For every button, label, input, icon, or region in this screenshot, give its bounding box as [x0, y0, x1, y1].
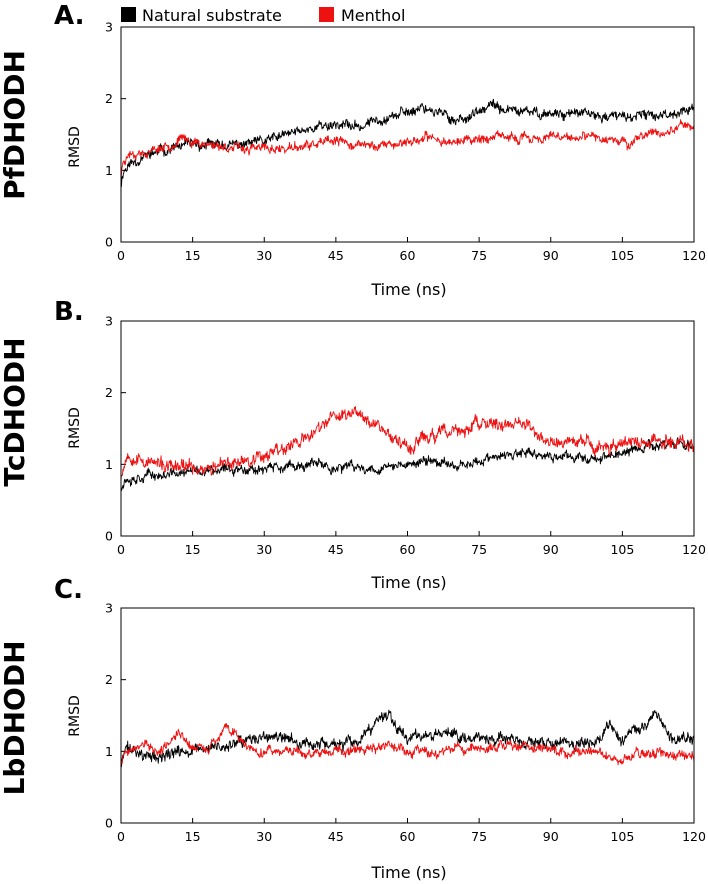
y-tick-label-a: 3: [105, 20, 113, 35]
legend-swatch-natural-substrate: [121, 7, 136, 22]
x-tick-label-a: 75: [471, 248, 487, 263]
x-tick-label-b: 45: [328, 542, 344, 557]
series-line-menthol-a: [120, 119, 695, 180]
x-tick-label-c: 75: [471, 829, 487, 844]
panel-a: A. PfDHODH RMSD Time (ns) 0 15 30 45 60 75 90 1…: [0, 1, 706, 299]
x-tick-label-c: 45: [328, 829, 344, 844]
protein-label-tcdhodh: TcDHODH: [0, 337, 31, 486]
x-tick-label-a: 120: [682, 248, 706, 263]
x-tick-label-a: 45: [328, 248, 344, 263]
x-tick-label-c: 120: [682, 829, 706, 844]
panel-c: C. LbDHODH RMSD Time (ns) 0 15 30 45 60 75 90 1…: [0, 575, 706, 882]
x-tick-label-a: 90: [543, 248, 559, 263]
x-tick-label-c: 30: [256, 829, 272, 844]
series-line-natural-substrate-b: [120, 437, 695, 491]
plot-frame-c: [120, 607, 695, 824]
y-tick-label-b: 2: [105, 385, 113, 400]
panel-letter-b: B.: [54, 297, 84, 327]
y-tick-label-a: 2: [105, 91, 113, 106]
x-tick-label-c: 90: [543, 829, 559, 844]
y-axis-label-a: RMSD: [67, 126, 83, 167]
y-tick-label-c: 2: [105, 672, 113, 687]
y-tick-label-c: 3: [105, 601, 113, 616]
legend-swatch-menthol: [319, 7, 334, 22]
legend-label-menthol: Menthol: [341, 6, 405, 25]
x-axis-label-a: Time (ns): [370, 280, 446, 299]
x-tick-label-a: 15: [185, 248, 201, 263]
series-line-menthol-c: [120, 723, 695, 768]
series-line-menthol-b: [120, 406, 695, 481]
x-tick-label-b: 90: [543, 542, 559, 557]
y-axis-label-c: RMSD: [67, 695, 83, 736]
y-axis-label-b: RMSD: [67, 407, 83, 448]
x-tick-label-a: 105: [610, 248, 634, 263]
y-tick-label-c: 0: [105, 816, 113, 831]
x-tick-label-a: 60: [400, 248, 416, 263]
x-tick-label-c: 15: [185, 829, 201, 844]
x-tick-label-c: 0: [117, 829, 125, 844]
panel-letter-a: A.: [54, 1, 84, 31]
panel-b: B. TcDHODH RMSD Time (ns) 0 15 30 45 60 75 90 1…: [0, 297, 706, 592]
x-tick-label-b: 120: [682, 542, 706, 557]
plot-frame-a: [120, 26, 695, 243]
x-tick-label-a: 30: [256, 248, 272, 263]
x-tick-label-a: 0: [117, 248, 125, 263]
protein-label-lbdhodh: LbDHODH: [0, 640, 31, 795]
x-tick-label-c: 105: [610, 829, 634, 844]
y-tick-label-b: 0: [105, 529, 113, 544]
protein-label-pfdhodh: PfDHODH: [0, 50, 31, 200]
x-tick-label-b: 0: [117, 542, 125, 557]
y-tick-label-b: 3: [105, 314, 113, 329]
legend-label-natural-substrate: Natural substrate: [142, 6, 282, 25]
x-axis-label-c: Time (ns): [370, 863, 446, 882]
x-tick-label-c: 60: [400, 829, 416, 844]
y-tick-label-b: 1: [105, 457, 113, 472]
legend: Natural substrate Menthol: [121, 6, 405, 25]
x-tick-label-b: 105: [610, 542, 634, 557]
y-tick-label-a: 1: [105, 163, 113, 178]
x-tick-label-b: 30: [256, 542, 272, 557]
x-tick-label-b: 15: [185, 542, 201, 557]
y-tick-label-c: 1: [105, 744, 113, 759]
y-tick-label-a: 0: [105, 235, 113, 250]
x-tick-label-b: 75: [471, 542, 487, 557]
series-line-natural-substrate-c: [120, 709, 695, 768]
plot-frame-b: [120, 320, 695, 537]
x-tick-label-b: 60: [400, 542, 416, 557]
panel-letter-c: C.: [54, 575, 83, 605]
x-axis-label-b: Time (ns): [370, 573, 446, 592]
